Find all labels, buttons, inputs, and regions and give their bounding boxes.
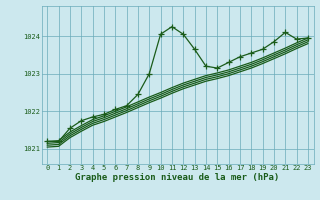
X-axis label: Graphe pression niveau de la mer (hPa): Graphe pression niveau de la mer (hPa) bbox=[76, 173, 280, 182]
